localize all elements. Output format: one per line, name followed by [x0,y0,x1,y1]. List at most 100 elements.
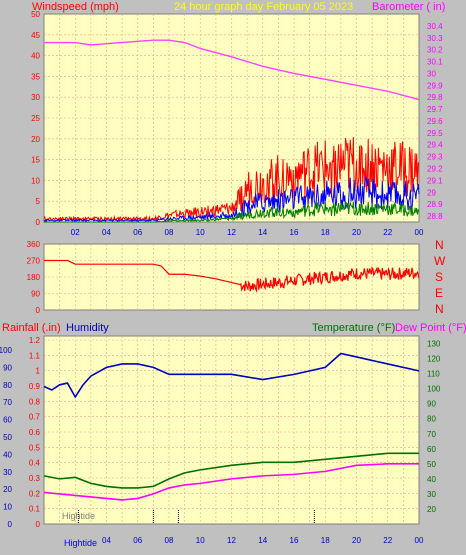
rain-tick-label: 0.1 [29,505,41,514]
compass-w: W [434,254,446,268]
wind-x-tick-label: 08 [165,228,174,237]
barometer-tick-label: 29.5 [427,129,443,138]
humidity-x-tick-label: 16 [290,536,299,545]
rain-tick-label: 0.6 [29,428,41,437]
compass-n-top: N [435,238,444,252]
rain-tick-label: 0 [36,520,41,529]
wind-tick-label: 5 [36,197,41,206]
temperature-tick-label: 100 [427,385,441,394]
barometer-tick-label: 29.6 [427,117,443,126]
dewpoint-series [43,463,419,501]
humidity-tick-label: 70 [3,398,12,407]
temperature-tick-label: 110 [427,370,440,379]
wind-gust-series [43,175,420,223]
humidity-tick-label: 30 [3,468,12,477]
compass-s: S [435,270,443,284]
humidity-tick-label: 100 [0,346,13,355]
barometer-tick-label: 30.4 [427,22,443,31]
rainfall-label: Rainfall (.in) [2,322,61,334]
direction-tick-label: 360 [27,240,41,249]
plot-backgrounds [43,13,420,525]
humidity-tick-label: 0 [8,520,13,529]
humidity-x-tick-label: 04 [102,536,111,545]
wind-tick-label: 45 [31,31,40,40]
humidity-x-tick-label: 00 [415,536,424,545]
windspeed-label: Windspeed (mph) [32,1,119,13]
barometer-series [44,39,420,101]
temperature-tick-label: 40 [427,475,436,484]
barometer-tick-label: 29.3 [427,153,443,162]
wind-tick-label: 10 [31,176,40,185]
graph-title: 24 hour graph day February 05 2023 [174,1,353,13]
direction-tick-label: 180 [27,273,41,282]
barometer-tick-label: 30.1 [427,58,443,67]
wind-tick-label: 15 [31,156,40,165]
humidity-tick-label: 60 [3,416,12,425]
temperature-label: Temperature (°F) [312,322,395,334]
temperature-tick-label: 60 [427,445,436,454]
humidity-tick-label: 40 [3,450,12,459]
wind-x-tick-label: 12 [227,228,236,237]
humidity-series [43,352,420,399]
wind-x-tick-label: 02 [71,228,80,237]
humidity-x-tick-label: 08 [165,536,174,545]
barometer-tick-label: 29.2 [427,165,443,174]
wind-speed-series [43,136,420,223]
humidity-tick-label: 50 [3,433,12,442]
temperature-tick-label: 50 [427,460,436,469]
temperature-series [43,452,419,489]
wind-x-tick-label: 04 [102,228,111,237]
temperature-tick-label: 70 [427,430,436,439]
wind-tick-label: 40 [31,52,40,61]
humidity-label: Humidity [66,322,109,334]
rain-tick-label: 0.4 [29,459,41,468]
rain-tick-label: 1 [36,367,41,376]
wind-avg-series [44,200,420,223]
rain-tick-label: 0.7 [29,413,41,422]
hightide-axis-label: Hightide [64,538,97,548]
direction-tick-label: 0 [36,306,41,315]
wind-x-tick-label: 16 [290,228,299,237]
temperature-tick-label: 30 [427,490,436,499]
wind-tick-label: 35 [31,72,40,81]
rain-tick-label: 0.5 [29,443,41,452]
barometer-tick-label: 29 [427,188,436,197]
compass-n-bottom: N [435,302,444,316]
barometer-tick-label: 30 [427,69,436,78]
barometer-tick-label: 29.9 [427,81,443,90]
rain-tick-label: 0.8 [29,397,41,406]
rain-tick-label: 1.2 [29,336,41,345]
humidity-x-tick-label: 14 [258,536,267,545]
rain-tick-label: 0.3 [29,474,41,483]
barometer-tick-label: 30.2 [427,46,443,55]
humidity-x-tick-label: 06 [133,536,142,545]
barometer-tick-label: 28.8 [427,212,443,221]
humidity-x-tick-label: 18 [321,536,330,545]
temperature-tick-label: 20 [427,505,436,514]
humidity-tick-label: 80 [3,381,12,390]
wind-direction-series [44,259,420,294]
humidity-x-tick-label: 20 [352,536,361,545]
humidity-tick-label: 10 [3,503,12,512]
wind-x-tick-label: 10 [196,228,205,237]
temperature-tick-label: 130 [427,340,441,349]
wind-x-tick-label: 18 [321,228,330,237]
rain-tick-label: 0.9 [29,382,41,391]
wind-x-tick-label: 14 [258,228,267,237]
humidity-tick-label: 20 [3,485,12,494]
wind-tick-label: 0 [36,218,41,227]
barometer-label: Barometer ( in) [372,1,445,13]
wind-x-tick-label: 06 [133,228,142,237]
wind-tick-label: 50 [31,10,40,19]
wind-x-tick-label: 00 [415,228,424,237]
wind-tick-label: 25 [31,114,40,123]
humidity-x-tick-label: 10 [196,536,205,545]
barometer-tick-label: 29.4 [427,141,443,150]
barometer-tick-label: 29.1 [427,176,443,185]
dewpoint-label: Dew Point (°F) [395,322,466,334]
barometer-tick-label: 28.9 [427,200,443,209]
barometer-tick-label: 29.7 [427,105,443,114]
humidity-x-tick-label: 12 [227,536,236,545]
